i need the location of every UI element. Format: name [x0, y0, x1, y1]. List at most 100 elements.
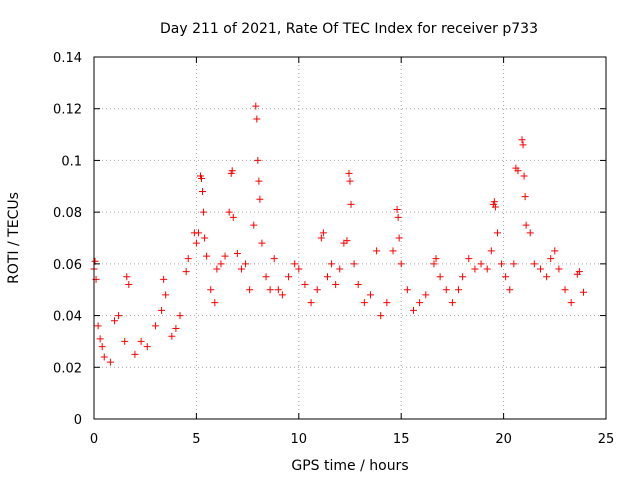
data-point — [518, 136, 526, 144]
data-point — [131, 350, 139, 358]
data-point — [266, 286, 274, 294]
data-point — [168, 332, 176, 340]
data-point — [416, 299, 424, 307]
data-point — [96, 335, 104, 343]
data-point — [551, 247, 559, 255]
data-point — [521, 193, 529, 201]
data-point — [137, 337, 145, 345]
data-point — [436, 273, 444, 281]
data-point — [514, 167, 522, 175]
data-point — [491, 203, 499, 211]
data-point — [319, 229, 327, 237]
plot-frame — [93, 56, 607, 420]
data-point — [547, 255, 555, 263]
data-point — [328, 260, 336, 268]
data-point — [483, 265, 491, 273]
data-point — [198, 175, 206, 183]
data-point — [200, 208, 208, 216]
x-tick-label: 10 — [291, 432, 308, 447]
data-point — [350, 260, 358, 268]
data-point — [151, 322, 159, 330]
data-point — [307, 299, 315, 307]
data-point — [228, 167, 236, 175]
data-point — [121, 337, 129, 345]
data-point — [229, 213, 237, 221]
y-tick-label: 0 — [74, 413, 82, 428]
y-axis-label: ROTI / TECUs — [6, 192, 22, 284]
data-point — [345, 169, 353, 177]
data-point — [203, 252, 211, 260]
data-point — [432, 255, 440, 263]
data-point — [291, 260, 299, 268]
data-point — [409, 306, 417, 314]
data-point — [477, 260, 485, 268]
data-point — [520, 172, 528, 180]
data-point — [422, 291, 430, 299]
data-point — [253, 115, 261, 123]
data-point — [343, 237, 351, 245]
data-point — [395, 234, 403, 242]
data-point — [522, 221, 530, 229]
data-point — [176, 312, 184, 320]
data-point — [285, 273, 293, 281]
data-point — [125, 281, 133, 289]
data-point — [270, 255, 278, 263]
data-point — [397, 260, 405, 268]
data-point — [237, 265, 245, 273]
data-point — [403, 286, 411, 294]
grid-lines — [94, 57, 606, 419]
data-point — [323, 273, 331, 281]
data-point — [211, 299, 219, 307]
axis-ticks — [93, 56, 607, 420]
data-point — [295, 265, 303, 273]
data-point — [377, 312, 385, 320]
data-point — [471, 265, 479, 273]
data-point — [575, 268, 583, 276]
data-point — [256, 195, 264, 203]
data-point — [442, 286, 450, 294]
data-point — [194, 229, 202, 237]
x-tick-label: 5 — [192, 432, 200, 447]
x-tick-label: 15 — [393, 432, 410, 447]
data-point — [207, 286, 215, 294]
data-point — [213, 265, 221, 273]
data-point — [490, 198, 498, 206]
data-point — [430, 260, 438, 268]
x-tick-label: 25 — [598, 432, 615, 447]
data-point — [506, 286, 514, 294]
data-point — [182, 268, 190, 276]
data-point — [221, 252, 229, 260]
data-point — [354, 281, 362, 289]
data-point — [346, 177, 354, 185]
data-point — [347, 200, 355, 208]
data-point — [536, 265, 544, 273]
data-point — [502, 273, 510, 281]
data-point — [373, 247, 381, 255]
data-point — [98, 343, 106, 351]
y-tick-label: 0.1 — [61, 154, 82, 169]
data-point — [448, 299, 456, 307]
data-point — [487, 247, 495, 255]
data-point — [252, 102, 260, 110]
data-point — [94, 322, 102, 330]
data-point — [233, 250, 241, 258]
y-tick-labels: 0 0.02 0.04 0.06 0.08 0.1 0.12 0.14 — [53, 51, 82, 428]
y-tick-label: 0.12 — [53, 103, 82, 118]
data-point — [317, 234, 325, 242]
data-point — [201, 234, 209, 242]
data-point — [106, 358, 114, 366]
x-tick-label: 20 — [495, 432, 512, 447]
data-point — [246, 286, 254, 294]
data-point — [366, 291, 374, 299]
x-tick-label: 0 — [90, 432, 98, 447]
data-point — [254, 156, 262, 164]
data-point — [383, 299, 391, 307]
data-point — [250, 221, 258, 229]
data-point — [162, 291, 170, 299]
data-point — [158, 306, 166, 314]
data-point — [579, 288, 587, 296]
y-tick-label: 0.04 — [53, 310, 82, 325]
data-point — [526, 229, 534, 237]
data-point — [332, 281, 340, 289]
x-axis-label: GPS time / hours — [291, 458, 408, 474]
